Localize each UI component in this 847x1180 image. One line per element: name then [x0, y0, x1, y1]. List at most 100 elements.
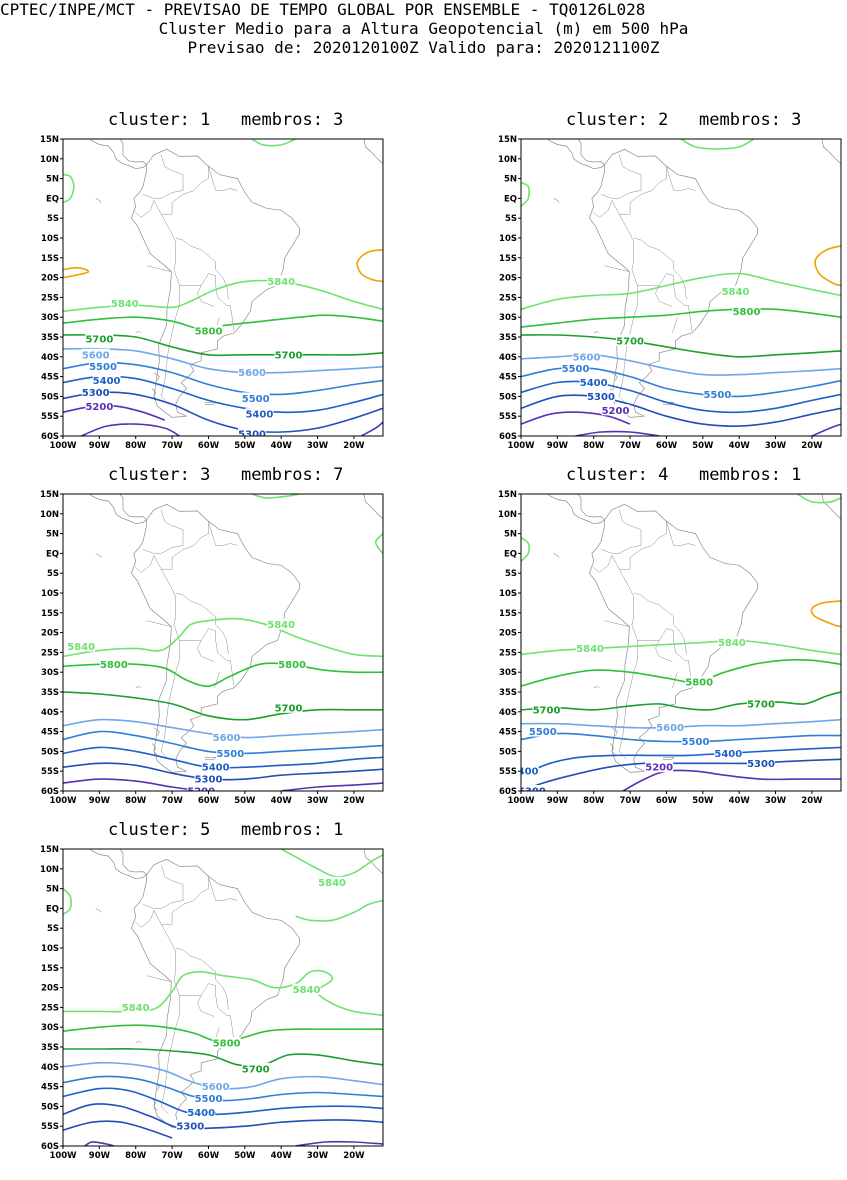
- x-tick-label: 70W: [619, 796, 641, 806]
- contour-line-5600: [521, 718, 841, 729]
- y-tick-label: 10N: [40, 510, 59, 520]
- panel-title: cluster: 3 membros: 7: [108, 465, 344, 485]
- contour-line-5840: [63, 617, 383, 658]
- contour-label-bg: [561, 362, 590, 374]
- contour-label: 5800: [100, 660, 128, 671]
- contour-label: 5200: [187, 787, 215, 798]
- contour-line-5400: [521, 746, 841, 776]
- south-america-coastline: [589, 148, 758, 418]
- country-border: [175, 592, 229, 655]
- contour-label-bg: [194, 1092, 223, 1104]
- contour-label-bg: [92, 374, 121, 386]
- contour-label-bg: [216, 747, 245, 759]
- contour-label-bg: [278, 658, 307, 670]
- y-tick-label: 5N: [46, 530, 59, 540]
- contour-label: 5400: [511, 767, 539, 778]
- contour-label: 5840: [293, 985, 321, 996]
- x-tick-label: 60W: [656, 796, 678, 806]
- contour-line-5840: [521, 181, 530, 207]
- y-tick-label: 15S: [499, 254, 517, 264]
- contour-label-bg: [81, 386, 110, 398]
- country-border: [142, 545, 184, 554]
- contour-label-bg: [99, 658, 128, 670]
- contour-label: 5500: [216, 749, 244, 760]
- contour-label: 5500: [89, 362, 117, 373]
- contour-label-bg: [241, 392, 270, 404]
- panel-title: cluster: 1 membros: 3: [108, 110, 344, 130]
- contour-label-bg: [194, 773, 223, 785]
- x-tick-label: 40W: [271, 796, 293, 806]
- central-america-coastline: [521, 494, 606, 525]
- island-coastline: [95, 908, 102, 913]
- x-tick-label: 20W: [801, 441, 823, 451]
- island-coastline: [611, 727, 618, 736]
- contour-line-5700: [63, 334, 383, 357]
- country-border: [146, 265, 172, 272]
- map-panel-cluster-5: cluster: 5 membros: 1 5840 5840 5840 5800 57…: [0, 820, 400, 1180]
- island-coastline: [204, 757, 217, 760]
- contour-label: 5600: [573, 352, 601, 363]
- map-border: [520, 493, 842, 792]
- island-coastline: [151, 743, 158, 756]
- y-tick-label: 15N: [498, 135, 517, 145]
- contour-label-bg: [67, 640, 96, 652]
- south-america-coastline: [131, 148, 300, 418]
- contour-label-bg: [201, 761, 230, 773]
- contour-label-bg: [110, 297, 139, 309]
- contour-label-bg: [645, 761, 674, 773]
- central-america-coastline: [521, 139, 606, 170]
- country-border: [666, 166, 696, 191]
- y-tick-label: 20S: [41, 629, 59, 639]
- contour-line-5840: [521, 272, 841, 311]
- contour-label: 5700: [747, 699, 775, 710]
- y-tick-label: 40S: [41, 1063, 59, 1073]
- header-title-line2: Cluster Medio para a Altura Geopotencial…: [158, 19, 689, 38]
- contour-label: 5300: [587, 392, 615, 403]
- y-tick-label: EQ: [504, 549, 517, 559]
- y-tick-label: 20S: [499, 274, 517, 284]
- y-tick-label: 10N: [498, 155, 517, 165]
- contour-line-5500: [63, 361, 383, 396]
- y-tick-label: 10S: [41, 589, 59, 599]
- x-tick-label: 90W: [547, 796, 569, 806]
- contour-line-5200: [63, 778, 202, 791]
- y-tick-label: 50S: [499, 747, 517, 757]
- y-tick-label: 5N: [504, 175, 517, 185]
- x-tick-label: 40W: [729, 441, 751, 451]
- contour-label-bg: [572, 350, 601, 362]
- country-border: [618, 509, 642, 546]
- country-border: [672, 317, 678, 334]
- africa-coastline: [821, 139, 841, 165]
- contour-label-bg: [681, 735, 710, 747]
- country-border: [672, 672, 678, 689]
- contour-label: 5800: [195, 327, 223, 338]
- map-frame-svg: 5840 5840 5800 5700 5700 5600 5500 5500 5400 5300…: [498, 490, 842, 806]
- contour-line-5840: [374, 533, 383, 554]
- x-tick-label: 80W: [125, 1151, 147, 1161]
- contour-line-5700: [63, 1048, 383, 1067]
- x-tick-label: 70W: [619, 441, 641, 451]
- map-panel-cluster-4: cluster: 4 membros: 1 5840 5840 5800 5700 57…: [458, 465, 847, 825]
- country-border: [208, 876, 238, 901]
- map-frame-svg: 5840 5840 5800 5800 5700 5600 5500 540053005200…: [40, 490, 384, 806]
- contour-label: 5200: [645, 763, 673, 774]
- contour-label: 5300: [195, 775, 223, 786]
- island-coastline: [553, 198, 560, 203]
- x-tick-label: 60W: [198, 441, 220, 451]
- contour-label: 5400: [580, 378, 608, 389]
- y-tick-label: 30S: [499, 668, 517, 678]
- y-tick-label: 10N: [40, 155, 59, 165]
- x-tick-label: 50W: [692, 796, 714, 806]
- y-tick-label: 15N: [40, 135, 59, 145]
- contour-label: 5600: [202, 1082, 230, 1093]
- x-tick-label: 90W: [547, 441, 569, 451]
- y-tick-label: 55S: [41, 767, 59, 777]
- y-tick-label: 10S: [41, 234, 59, 244]
- country-border: [618, 154, 642, 191]
- contour-line-5300: [521, 758, 841, 791]
- country-border: [153, 910, 180, 996]
- x-tick-label: 60W: [198, 1151, 220, 1161]
